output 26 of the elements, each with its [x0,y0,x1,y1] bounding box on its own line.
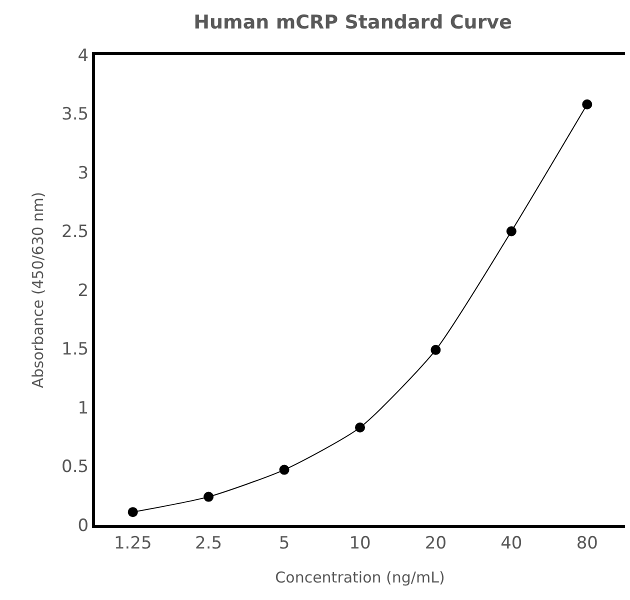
y-tick-label: 1.5 [62,340,89,360]
x-tick-label: 5 [278,533,290,554]
point [279,464,290,475]
y-tick-label: 0.5 [62,457,89,478]
y-tick-label: 4 [78,46,89,66]
x-tick-label: 2.5 [195,533,222,554]
x-tick-label: 10 [349,533,371,554]
y-axis-title: Absorbance (450/630 nm) [28,192,47,388]
x-tick-label: 40 [500,533,522,554]
x-tick-label: 20 [424,533,447,554]
y-tick-label: 3.5 [62,104,89,125]
y-tick-label: 2 [78,280,89,301]
x-axis-title: Concentration (ng/mL) [275,568,445,586]
point [204,492,214,502]
point [355,422,365,432]
x-tick-label: 1.25 [114,533,152,554]
y-tick-label: 1 [78,398,89,418]
y-tick-label: 0 [78,516,89,536]
y-tick-label: 2.5 [62,222,89,242]
chart-title: Human mCRP Standard Curve [194,11,512,34]
x-tick-label: 80 [576,533,598,554]
point [506,226,516,236]
y-tick-label: 3 [78,163,89,184]
point [430,344,441,355]
point [128,507,138,518]
point [582,99,592,110]
